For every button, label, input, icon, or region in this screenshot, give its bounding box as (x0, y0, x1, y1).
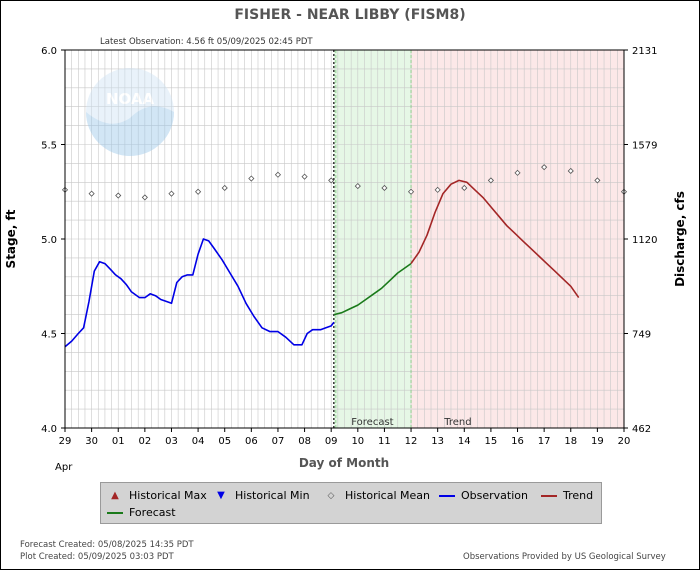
x-tick-label: 03 (165, 436, 178, 447)
historical-mean-point (221, 184, 228, 192)
legend: ▲ Historical Max ▼ Historical Min ◇ Hist… (100, 482, 602, 524)
x-tick-label: 10 (351, 436, 364, 447)
x-tick-label: 14 (458, 436, 471, 447)
historical-mean-point (141, 194, 148, 201)
historical-mean-point (301, 173, 308, 180)
x-tick-label: 29 (59, 436, 72, 447)
x-tick-label: 15 (485, 436, 498, 447)
historical-mean-point (541, 164, 548, 171)
observation-line-icon (439, 494, 455, 497)
legend-trend-label: Trend (563, 489, 594, 502)
data-source: Observations Provided by US Geological S… (463, 552, 666, 562)
x-axis-sublabel: Apr (55, 462, 73, 473)
axes: 29 30 01 02 03 04 05 06 07 08 09 10 11 12 13 14 15 16 17 18… (41, 46, 657, 447)
forecast-created: Forecast Created: 05/08/2025 14:35 PDT (20, 540, 194, 550)
triangle-up-icon: ▲ (111, 490, 119, 501)
x-tick-label: 20 (618, 436, 631, 447)
trend-line (410, 179, 580, 299)
legend-forecast: Forecast (107, 506, 176, 519)
x-tick-label: 16 (511, 436, 524, 447)
x-axis-label: Day of Month (299, 456, 389, 470)
x-tick-label: 17 (538, 436, 551, 447)
trend-region-label: Trend (443, 417, 471, 428)
x-tick-label: 08 (298, 436, 311, 447)
legend-historical-max: ▲ Historical Max (107, 489, 207, 502)
legend-forecast-label: Forecast (129, 506, 176, 519)
historical-mean-point (434, 186, 441, 193)
x-tick-label: 13 (431, 436, 444, 447)
forecast-region-label: Forecast (351, 417, 393, 428)
historical-mean-point (248, 175, 255, 182)
y-tick-label: 4.5 (41, 330, 57, 341)
historical-mean-point (354, 183, 361, 190)
x-tick-label: 02 (138, 436, 151, 447)
legend-historical-min: ▼ Historical Min (213, 489, 310, 502)
triangle-down-icon: ▼ (217, 490, 225, 501)
y-tick-label: 6.0 (41, 46, 57, 57)
x-tick-label: 18 (564, 436, 577, 447)
y-right-tick-label: 2131 (632, 46, 657, 57)
historical-mean-point (195, 188, 202, 195)
historical-mean-point (487, 177, 494, 184)
historical-mean-point (115, 192, 122, 199)
legend-historical-mean: ◇ Historical Mean (323, 489, 430, 502)
historical-mean-point (567, 167, 574, 175)
forecast-line-icon (107, 511, 123, 514)
x-tick-label: 07 (272, 436, 285, 447)
noaa-logo-text: NOAA (106, 90, 155, 108)
y-axis-label: Stage, ft (4, 209, 18, 268)
historical-mean-point (407, 188, 415, 195)
legend-historical-max-label: Historical Max (129, 489, 207, 502)
y-tick-label: 5.5 (41, 141, 57, 152)
y-axis-right-label: Discharge, cfs (673, 191, 687, 287)
historical-mean-point (381, 184, 388, 192)
y-right-tick-label: 462 (632, 424, 651, 435)
historical-mean-point (88, 190, 95, 197)
y-tick-label: 4.0 (41, 424, 57, 435)
noaa-logo: NOAA (86, 68, 174, 156)
historical-mean-point (328, 177, 335, 184)
historical-mean-point (274, 171, 282, 178)
y-tick-label: 5.0 (41, 235, 57, 246)
legend-historical-min-label: Historical Min (235, 489, 310, 502)
grid (65, 50, 624, 428)
x-tick-label: 19 (591, 436, 604, 447)
x-tick-label: 01 (112, 436, 125, 447)
x-tick-label: 12 (405, 436, 418, 447)
x-tick-label: 11 (378, 436, 391, 447)
diamond-icon: ◇ (327, 490, 335, 501)
historical-mean-point (461, 184, 468, 192)
legend-observation-label: Observation (461, 489, 528, 502)
x-tick-label: 04 (192, 436, 205, 447)
x-tick-label: 09 (325, 436, 338, 447)
historical-mean-point (168, 190, 175, 197)
y-right-tick-label: 1579 (632, 141, 657, 152)
legend-historical-mean-label: Historical Mean (345, 489, 430, 502)
latest-observation: Latest Observation: 4.56 ft 05/09/2025 0… (100, 37, 313, 47)
legend-observation: Observation (439, 489, 528, 502)
historical-mean-point (594, 177, 601, 184)
plot-created: Plot Created: 05/09/2025 03:03 PDT (20, 552, 174, 562)
chart-title: FISHER - NEAR LIBBY (FISM8) (234, 7, 465, 23)
observation-line (64, 238, 335, 348)
legend-trend: Trend (541, 489, 593, 502)
x-tick-label: 06 (245, 436, 258, 447)
x-tick-label: 30 (85, 436, 98, 447)
y-right-tick-label: 1120 (632, 235, 657, 246)
forecast-line (333, 262, 412, 316)
historical-mean-point (514, 169, 521, 176)
x-tick-label: 05 (218, 436, 231, 447)
y-right-tick-label: 749 (632, 330, 651, 341)
trend-line-icon (541, 494, 557, 497)
